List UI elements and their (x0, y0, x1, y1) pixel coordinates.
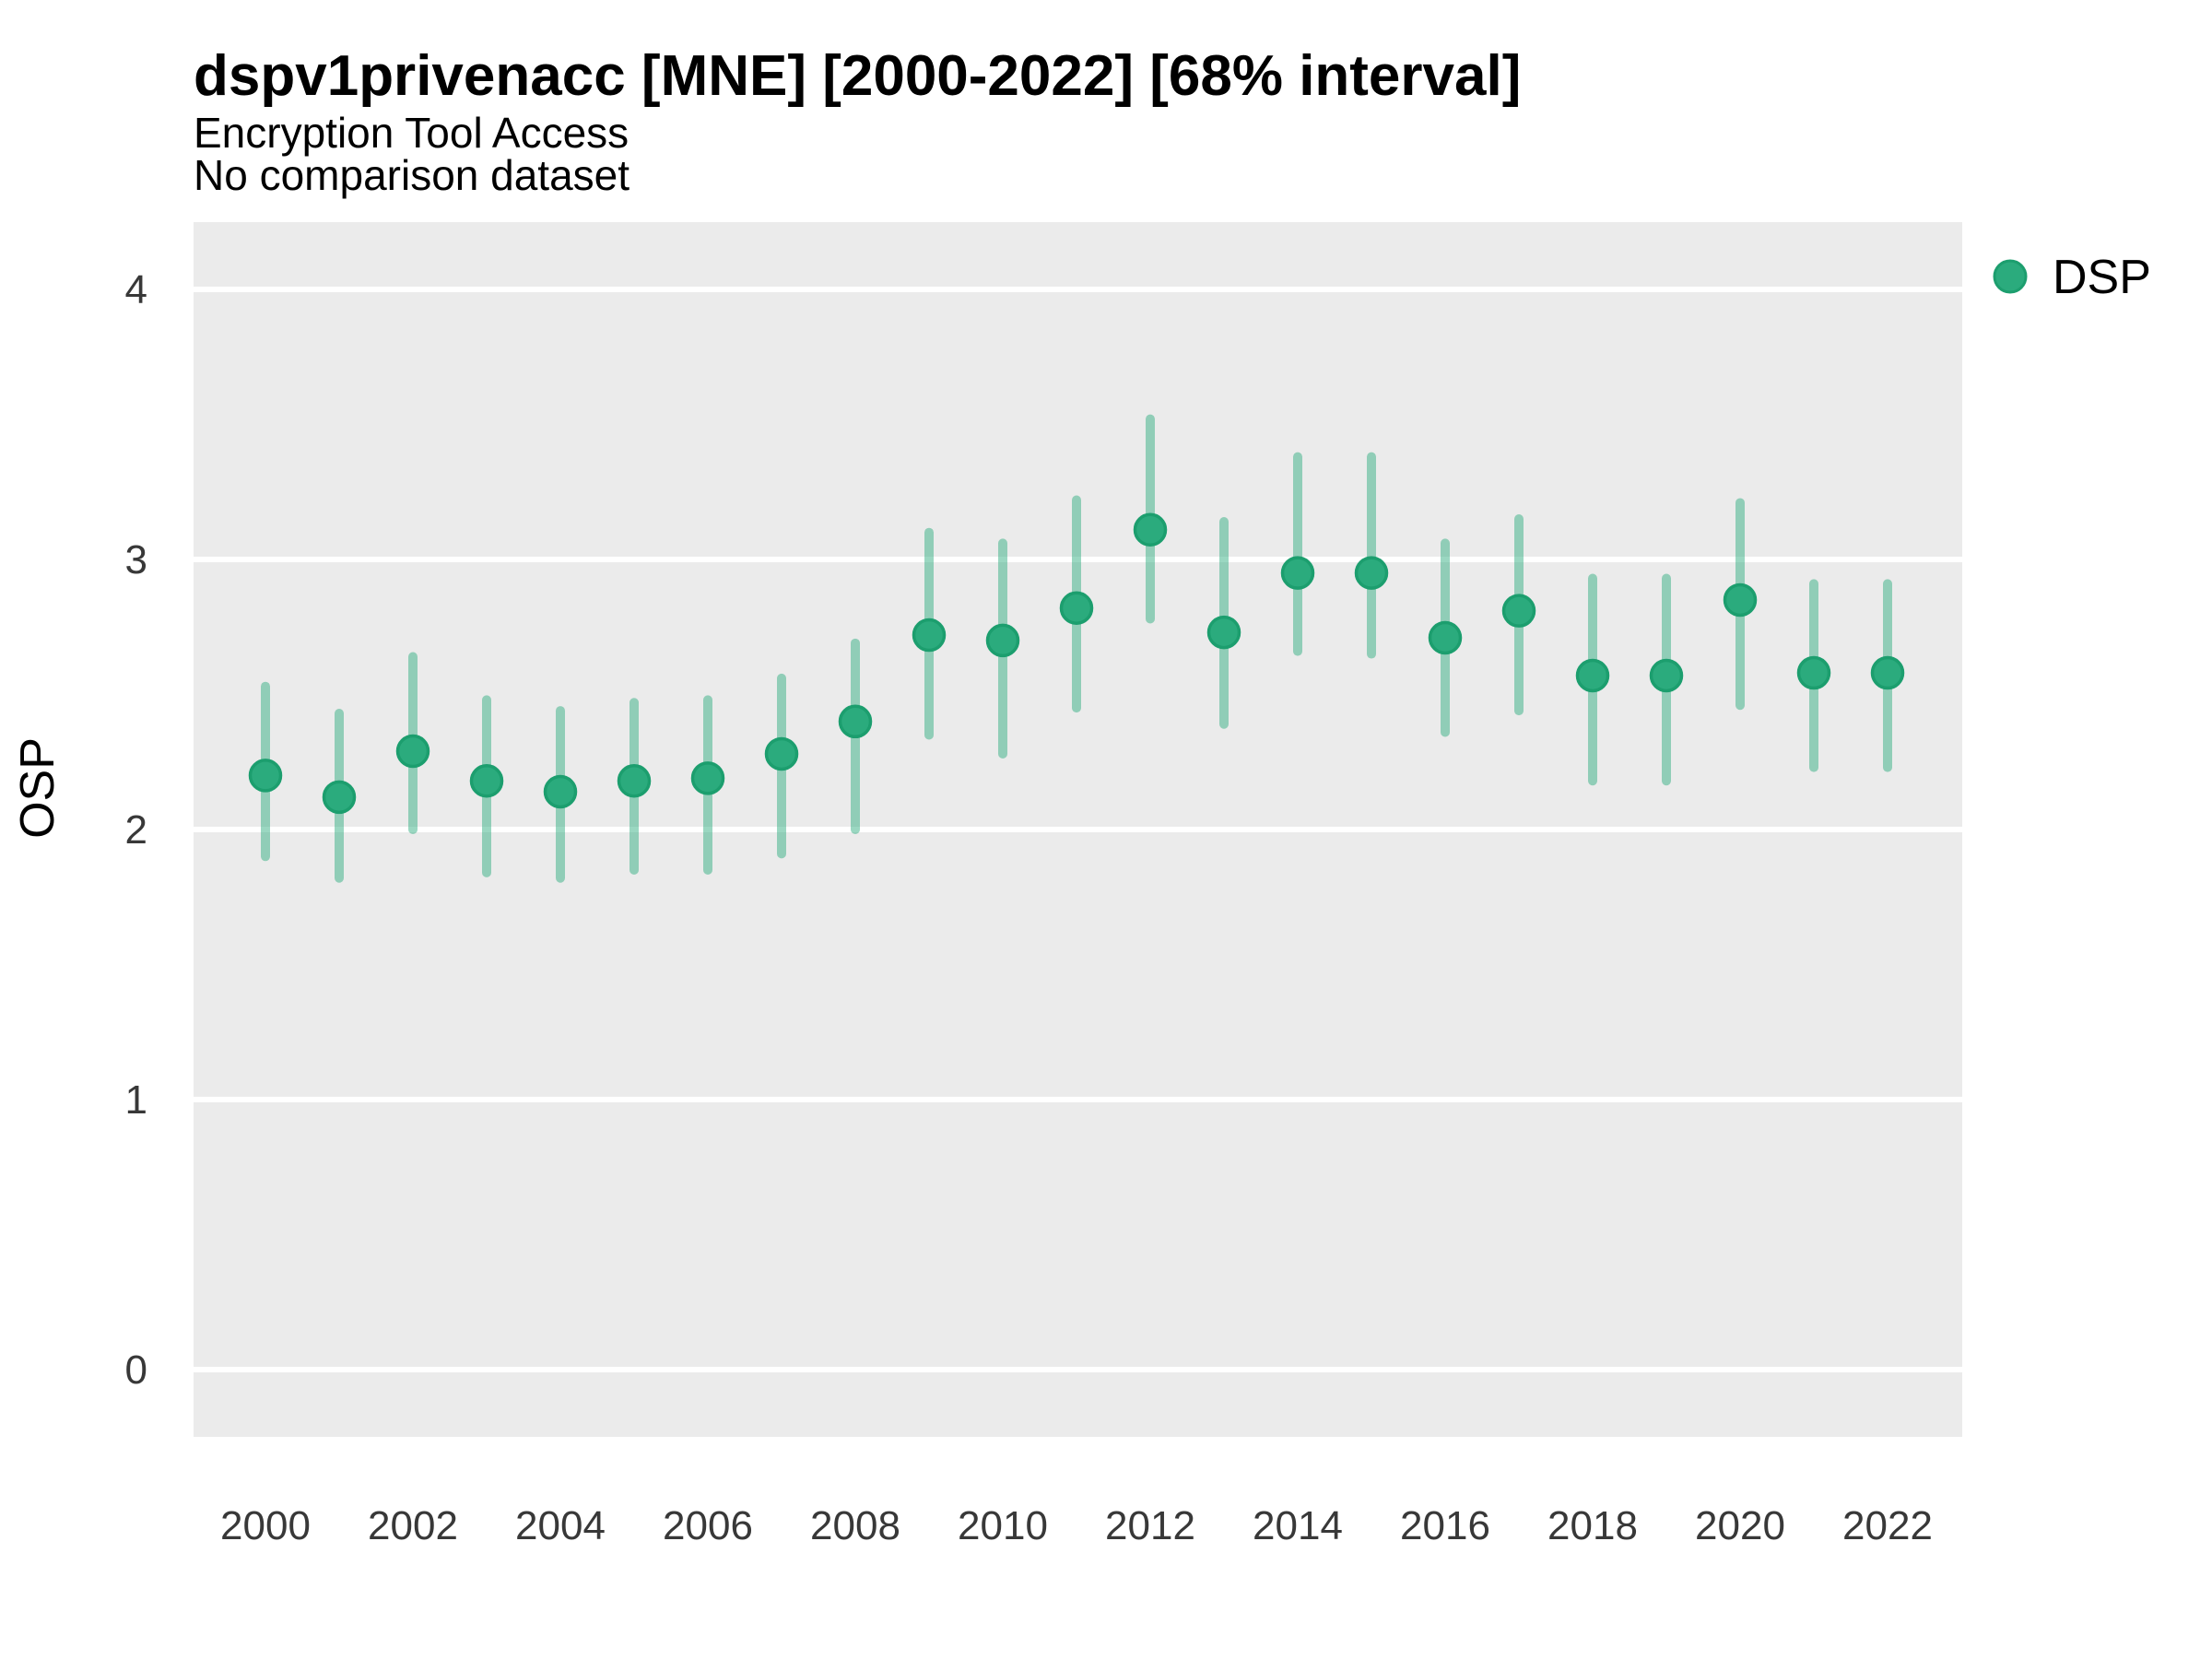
y-tick-label: 1 (125, 1077, 147, 1123)
y-tick-label: 4 (125, 267, 147, 312)
data-point (1723, 582, 1758, 618)
x-tick-label: 2006 (663, 1503, 753, 1548)
chart-note: No comparison dataset (194, 151, 629, 199)
x-tick-label: 2018 (1547, 1503, 1638, 1548)
data-point (690, 761, 725, 795)
data-point (1059, 591, 1094, 625)
data-point (1870, 655, 1905, 690)
y-axis-title: OSP (11, 737, 65, 839)
x-tick-label: 2004 (515, 1503, 606, 1548)
data-point (543, 774, 578, 809)
data-point (617, 764, 652, 798)
data-point (1354, 556, 1389, 590)
legend-point-icon (1993, 259, 2028, 294)
data-point (395, 734, 430, 769)
x-tick-label: 2008 (810, 1503, 900, 1548)
x-tick-label: 2016 (1400, 1503, 1490, 1548)
x-tick-label: 2022 (1842, 1503, 1933, 1548)
x-tick-label: 2020 (1695, 1503, 1785, 1548)
data-point (1649, 658, 1684, 693)
data-point (248, 759, 283, 793)
data-point (764, 736, 799, 771)
y-tick-label: 0 (125, 1347, 147, 1393)
x-tick-label: 2014 (1253, 1503, 1343, 1548)
plot-area: 0 1 2 3 4 2000 2002 2004 2006 2008 2010 2012 2014 201… (125, 267, 1962, 1548)
data-point (1428, 620, 1463, 655)
data-point (1501, 594, 1536, 628)
y-tick-label: 3 (125, 537, 147, 582)
data-point (912, 618, 947, 653)
data-point (322, 780, 357, 815)
legend: DSP (1993, 251, 2151, 304)
data-point (1796, 655, 1831, 690)
data-point (1133, 512, 1168, 547)
data-point (838, 704, 873, 739)
chart-subtitle: Encryption Tool Access (194, 109, 629, 157)
legend-label: DSP (2053, 251, 2151, 304)
data-point (1280, 556, 1315, 590)
data-point (985, 623, 1020, 658)
data-point (1206, 615, 1241, 650)
data-point (469, 764, 504, 798)
x-tick-label: 2010 (958, 1503, 1048, 1548)
chart-title: dspv1privenacc [MNE] [2000-2022] [68% in… (194, 44, 1521, 108)
x-tick-label: 2012 (1105, 1503, 1195, 1548)
y-tick-label: 2 (125, 807, 147, 853)
x-tick-label: 2002 (368, 1503, 458, 1548)
data-point (1575, 658, 1610, 693)
x-tick-label: 2000 (220, 1503, 311, 1548)
